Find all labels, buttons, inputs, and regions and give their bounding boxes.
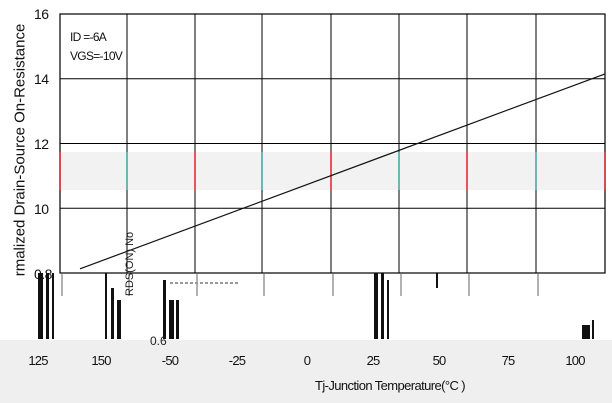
x-tick-label: 0 [303,353,311,368]
x-tick-label: 50 [432,353,447,368]
x-tick-label: 100 [565,353,585,368]
glitch-bar [38,273,43,339]
artifact-label-rds: RDS(ON) No [124,231,136,296]
glitch-bar [387,280,389,339]
x-tick-label: 75 [501,353,516,368]
grid [59,13,606,274]
x-tick-label: 150 [91,353,111,368]
series-layer [79,73,606,270]
artifact-label-value: 0.6 [150,334,167,348]
x-axis-label: Tj-Junction Temperature(°C ) [315,378,466,393]
x-tick-label: -25 [228,353,246,368]
glitch-bar [46,273,49,339]
annotation-current: ID =-6A [70,30,107,44]
glitch-bar [111,288,114,339]
y-tick-label: 10 [34,201,49,217]
y-tick-label: 0.8 [34,266,52,282]
glitch-bar [52,273,54,339]
y-tick-label: 14 [34,71,49,87]
glitch-bar [105,273,107,339]
axis-band [0,340,612,403]
glitch-bar [176,300,179,339]
glitch-bar [582,325,590,339]
glitch-bar [163,280,166,339]
glitch-bar [436,273,438,288]
rendering-artifacts [38,152,606,339]
glitch-bar [374,273,378,339]
shaded-band [61,152,604,190]
glitch-bar [592,320,594,339]
annotation-gate-voltage: VGS=-10V [70,49,123,63]
glitch-bar [169,300,174,339]
y-tick-label: 16 [34,6,49,22]
series-line [79,73,606,270]
x-tick-label: 125 [28,353,48,368]
glitch-bar [381,273,384,339]
y-axis-label: rmalized Drain-Source On-Resistance [11,23,29,277]
glitch-bar [117,300,121,339]
y-tick-label: 12 [34,136,49,152]
x-tick-label: 25 [366,353,381,368]
x-tick-label: -50 [161,353,179,368]
